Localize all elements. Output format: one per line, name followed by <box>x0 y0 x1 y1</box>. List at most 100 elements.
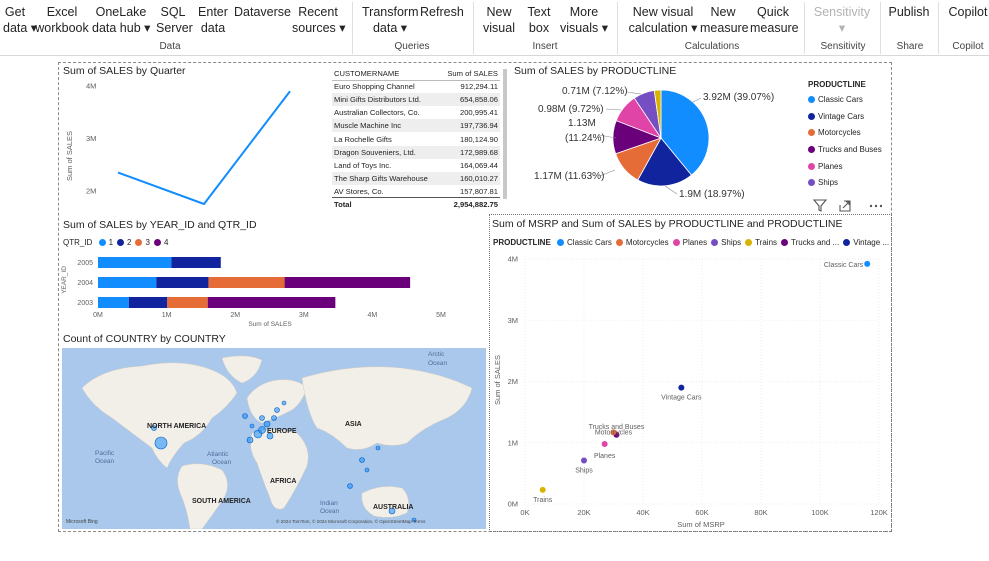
map-bubble-australia-west[interactable] <box>347 483 353 489</box>
table-row[interactable]: Australian Collectors, Co. 200,995.41 <box>332 106 500 119</box>
table-header-customer[interactable]: CUSTOMERNAME <box>332 67 440 81</box>
map-bubble-singapore[interactable] <box>359 457 365 463</box>
bar-segment-q1-2005[interactable] <box>98 257 172 268</box>
scatter-point-label: Motorcycles <box>595 429 633 436</box>
map-bubble-uk[interactable] <box>263 420 271 428</box>
pie-legend-item[interactable]: Ships <box>808 175 882 192</box>
scatter-legend-item[interactable]: Trains <box>745 238 777 247</box>
bar-segment-q1-2003[interactable] <box>98 297 129 308</box>
map-bubble-philippines[interactable] <box>364 467 370 473</box>
scatter-legend-item[interactable]: Vintage ... <box>843 238 889 247</box>
bar-segment-q2-2005[interactable] <box>171 257 221 268</box>
map-bubble-italy[interactable] <box>266 432 274 440</box>
scatter-point-vintage-cars[interactable] <box>678 384 685 391</box>
bar-legend-item[interactable]: 4 <box>153 238 168 247</box>
table-header-sales[interactable]: Sum of SALES <box>439 67 500 81</box>
pie-slice-classic-cars[interactable] <box>660 89 710 176</box>
scatter-point-classic-cars[interactable] <box>864 260 871 267</box>
bar-chart[interactable]: YEAR_ID 2005 2004 2003 0M 1M 2M 3M 4M 5M Sum of… <box>58 250 478 332</box>
scatter-point-ships[interactable] <box>581 457 587 464</box>
scatter-point-motorcycles[interactable] <box>610 429 617 436</box>
pie-slice-vintage-cars[interactable] <box>637 137 692 187</box>
map-bubble-new-zealand[interactable] <box>411 517 417 523</box>
table-row[interactable]: Land of Toys Inc. 164,069.44 <box>332 159 500 172</box>
more-options-icon[interactable] <box>869 204 883 208</box>
map-bubble-norway[interactable] <box>242 413 248 419</box>
ribbon-more-visuals-button[interactable]: More visuals ▾ <box>558 4 610 36</box>
map-bubble-france[interactable] <box>258 426 266 434</box>
scatter-chart[interactable]: Sum of SALES 0M 1M 2M 3M 4M 0K 20K 40K 60K 80K 100… <box>489 250 889 530</box>
map-bubble-germany[interactable] <box>271 415 277 421</box>
map-bubble-usa[interactable] <box>154 436 168 450</box>
ribbon-onelake-button[interactable]: OneLake data hub ▾ <box>92 4 150 36</box>
ribbon-publish-button[interactable]: Publish <box>888 4 930 20</box>
table-scrollbar[interactable] <box>503 69 507 199</box>
pie-legend-item[interactable]: Vintage Cars <box>808 109 882 126</box>
table-row[interactable]: La Rochelle Gifts 180,124.90 <box>332 132 500 145</box>
map-attribution[interactable]: © 2024 TomTom, © 2024 Microsoft Corporat… <box>276 518 426 524</box>
ribbon-dataverse-button[interactable]: Dataverse <box>234 4 291 20</box>
pie-chart[interactable]: 3.92M (39.07%) 1.9M (18.97%) 1.17M (11.63%… <box>520 80 810 205</box>
map-bubble-japan[interactable] <box>375 445 381 451</box>
map-bubble-portugal[interactable] <box>246 436 254 444</box>
scatter-legend-item[interactable]: Planes <box>672 238 707 247</box>
ribbon-new-visual-button[interactable]: New visual <box>483 4 515 36</box>
table-row[interactable]: Muscle Machine Inc 197,736.94 <box>332 119 500 133</box>
ribbon-recent-sources-button[interactable]: Recent sources ▾ <box>292 4 346 36</box>
ribbon-quick-measure-button[interactable]: Quick measure <box>750 4 799 36</box>
ribbon-enter-data-button[interactable]: Enter data <box>198 4 228 36</box>
pie-legend-item[interactable]: Trucks and Buses <box>808 142 882 159</box>
bar-segment-q3-2004[interactable] <box>208 277 285 288</box>
bar-legend-item[interactable]: 3 <box>135 238 150 247</box>
scatter-point-trains[interactable] <box>539 486 546 493</box>
ribbon-sql-button[interactable]: SQL Server <box>156 4 193 36</box>
line-chart[interactable]: Sum of SALES 2M 3M 4M <box>58 76 328 211</box>
table-row[interactable]: Dragon Souveniers, Ltd. 172,989.68 <box>332 145 500 159</box>
pie-legend-label: Motorcycles <box>818 128 861 138</box>
focus-mode-icon[interactable] <box>839 200 851 212</box>
table-row[interactable]: Euro Shopping Channel 912,294.11 <box>332 80 500 93</box>
world-map[interactable]: NORTH AMERICA EUROPE ASIA AFRICA SOUTH A… <box>62 348 486 529</box>
scatter-point-planes[interactable] <box>601 440 608 447</box>
table-cell-sales: 157,807.81 <box>459 186 498 196</box>
line-series[interactable] <box>117 90 291 206</box>
scatter-legend-item[interactable]: Ships <box>711 238 741 247</box>
map-visual[interactable]: NORTH AMERICA EUROPE ASIA AFRICA SOUTH A… <box>62 348 486 529</box>
ribbon-copilot-button[interactable]: Copilot <box>947 4 989 20</box>
map-bubble-ireland[interactable] <box>249 423 255 429</box>
bar-segment-q2-2004[interactable] <box>156 277 209 288</box>
bar-segment-q4-2003[interactable] <box>207 297 336 308</box>
pie-legend-item[interactable]: Motorcycles <box>808 125 882 142</box>
table-row[interactable]: The Sharp Gifts Warehouse 160,010.27 <box>332 171 500 185</box>
pie-legend-item[interactable]: Classic Cars <box>808 92 882 109</box>
map-bubbles[interactable] <box>151 400 417 523</box>
map-bubble-denmark[interactable] <box>274 407 280 413</box>
bar-segment-q2-2003[interactable] <box>128 297 168 308</box>
scatter-legend-item[interactable]: Classic Cars <box>557 238 612 247</box>
map-bubble-belgium[interactable] <box>259 415 265 421</box>
ribbon-excel-button[interactable]: Excel workbook <box>35 4 89 36</box>
map-bubble-australia-east[interactable] <box>388 507 396 515</box>
filter-icon[interactable] <box>812 199 828 212</box>
ribbon-refresh-button[interactable]: Refresh <box>420 4 464 20</box>
pie-slice-trains[interactable] <box>653 89 662 139</box>
bar-segment-q1-2004[interactable] <box>98 277 157 288</box>
map-bubble-canada[interactable] <box>151 425 157 431</box>
bar-segment-q3-2003[interactable] <box>167 297 208 308</box>
bar-segment-q4-2004[interactable] <box>284 277 411 288</box>
pie-legend-item[interactable]: Planes <box>808 159 882 176</box>
ribbon-get-data-button[interactable]: Get data ▾ <box>3 4 37 36</box>
ribbon-new-visual-calc-button[interactable]: New visual calculation ▾ <box>627 4 699 36</box>
scatter-legend-item[interactable]: Trucks and ... <box>781 238 839 247</box>
table-cell-sales: 164,069.44 <box>459 160 498 170</box>
ribbon-text-box-button[interactable]: Text box <box>526 4 552 36</box>
table-row[interactable]: Mini Gifts Distributors Ltd. 654,858.06 <box>332 93 500 107</box>
bar-legend-item[interactable]: 2 <box>117 238 131 247</box>
customer-table[interactable]: CUSTOMERNAME Sum of SALES Euro Shopping … <box>332 67 502 212</box>
bar-legend-item[interactable]: 1 <box>98 238 113 247</box>
table-row[interactable]: AV Stores, Co. 157,807.81 <box>332 185 500 198</box>
map-bubble-finland[interactable] <box>281 400 287 406</box>
ribbon-new-measure-button[interactable]: New measure <box>700 4 749 36</box>
ribbon-transform-data-button[interactable]: Transform data ▾ <box>362 4 419 36</box>
scatter-legend-item[interactable]: Motorcycles <box>615 238 669 247</box>
